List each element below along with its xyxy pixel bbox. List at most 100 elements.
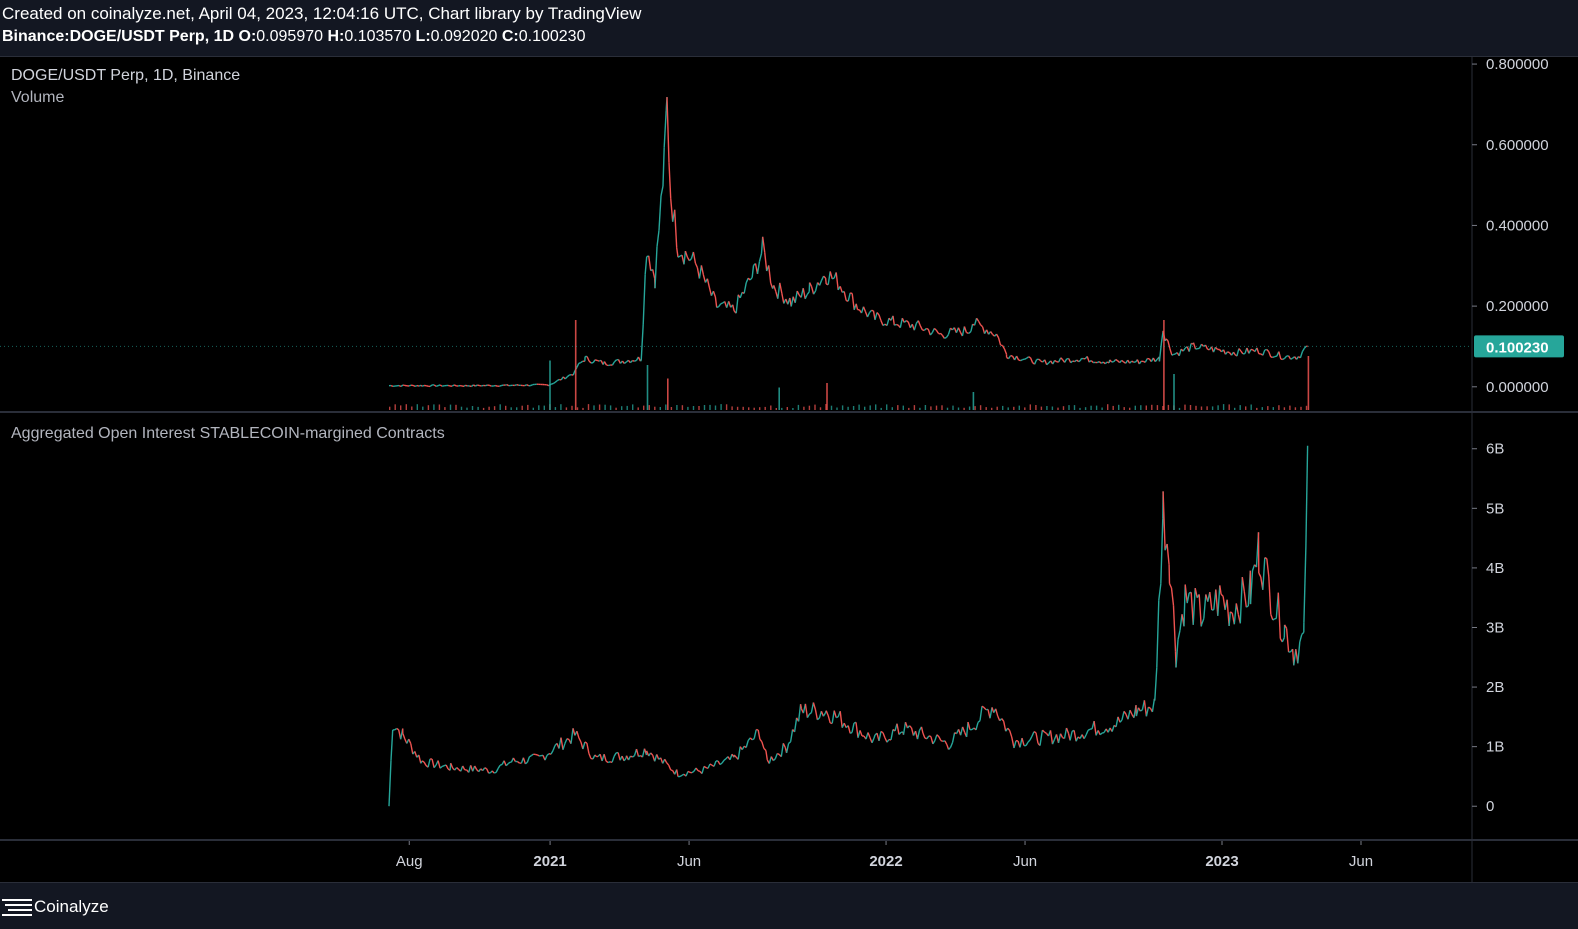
volume-bar — [1262, 407, 1263, 410]
volume-bar — [682, 405, 683, 410]
series-segment — [977, 318, 979, 321]
series-segment — [523, 758, 525, 764]
open-interest-legend[interactable]: Aggregated Open Interest STABLECOIN-marg… — [11, 425, 445, 443]
series-segment — [1011, 356, 1013, 357]
series-segment — [397, 729, 399, 730]
series-segment — [856, 304, 857, 310]
volume-bar — [593, 405, 594, 410]
volume-bar — [798, 405, 799, 410]
series-segment — [1210, 592, 1212, 610]
series-segment — [848, 726, 850, 734]
series-segment — [816, 283, 818, 291]
series-segment — [1017, 356, 1019, 360]
series-segment — [475, 385, 477, 386]
series-segment — [997, 334, 999, 338]
series-segment — [1070, 731, 1072, 740]
price-tick-label: 0.600000 — [1486, 137, 1549, 154]
series-segment — [931, 737, 933, 744]
series-segment — [924, 329, 926, 331]
series-segment — [649, 256, 651, 271]
volume-bar — [566, 407, 567, 410]
volume-bar — [1190, 405, 1191, 410]
volume-bar — [892, 407, 893, 410]
series-segment — [631, 756, 633, 757]
series-segment — [485, 768, 487, 769]
volume-legend[interactable]: Volume — [11, 89, 64, 107]
series-segment — [1004, 721, 1006, 731]
series-segment — [752, 266, 753, 278]
series-segment — [608, 762, 610, 763]
chart-header: Created on coinalyze.net, April 04, 2023… — [0, 0, 1578, 57]
coinalyze-logo[interactable]: Coinalyze — [2, 897, 109, 917]
series-segment — [632, 361, 634, 362]
series-segment — [422, 761, 424, 762]
volume-bar — [1085, 407, 1086, 410]
volume-bar — [582, 408, 583, 410]
series-segment — [760, 254, 762, 262]
series-segment — [1075, 360, 1077, 362]
series-segment — [411, 744, 413, 754]
series-segment — [801, 704, 802, 709]
series-segment — [587, 357, 589, 362]
series-segment — [637, 749, 639, 756]
series-segment — [495, 386, 497, 387]
series-segment — [657, 754, 659, 759]
series-segment — [457, 768, 459, 770]
open-label: O: — [239, 28, 257, 45]
series-segment — [746, 278, 748, 283]
series-segment — [807, 292, 809, 295]
series-segment — [1195, 588, 1197, 598]
series-segment — [643, 274, 645, 325]
series-segment — [832, 711, 834, 724]
series-segment — [608, 365, 610, 366]
series-segment — [918, 730, 920, 739]
volume-bar — [1201, 407, 1202, 411]
volume-bar — [693, 406, 694, 410]
volume-bar — [743, 407, 744, 410]
series-segment — [864, 307, 866, 312]
series-segment — [1099, 362, 1101, 364]
series-segment — [1159, 343, 1161, 361]
volume-bar — [494, 406, 495, 410]
brand-name: Coinalyze — [34, 897, 109, 917]
series-segment — [708, 764, 710, 768]
volume-bar — [461, 407, 462, 410]
volume-bar — [1113, 406, 1114, 410]
price-pane-legend[interactable]: DOGE/USDT Perp, 1D, Binance — [11, 67, 240, 85]
series-segment — [1061, 358, 1063, 360]
series-segment — [1199, 594, 1201, 626]
volume-bar — [1267, 406, 1268, 410]
volume-bar — [969, 407, 970, 411]
series-segment — [906, 722, 908, 728]
series-segment — [529, 756, 531, 757]
series-segment — [799, 704, 801, 721]
series-segment — [501, 385, 503, 386]
series-segment — [696, 768, 698, 771]
series-segment — [553, 746, 555, 751]
volume-bar — [897, 405, 898, 410]
volume-bar — [1135, 406, 1136, 410]
series-segment — [1032, 732, 1034, 737]
series-segment — [1009, 356, 1011, 359]
volume-bar — [809, 406, 810, 410]
series-segment — [604, 362, 606, 366]
series-segment — [777, 754, 779, 755]
series-segment — [714, 761, 716, 766]
series-segment — [446, 765, 448, 769]
series-segment — [805, 704, 807, 718]
series-segment — [1019, 360, 1021, 361]
volume-bar — [575, 320, 577, 410]
volume-bar — [1146, 406, 1147, 411]
symbol-label: Binance:DOGE/USDT Perp, 1D — [2, 28, 234, 45]
series-segment — [874, 735, 875, 738]
volume-bar — [428, 405, 429, 410]
chart-canvas[interactable]: 0.8000000.6000000.4000000.2000000.000000… — [0, 56, 1578, 882]
series-segment — [1155, 359, 1157, 362]
series-segment — [487, 769, 489, 773]
series-segment — [1130, 361, 1132, 363]
series-segment — [1086, 730, 1088, 735]
series-segment — [517, 385, 519, 386]
series-segment — [883, 324, 885, 325]
series-segment — [458, 386, 460, 387]
